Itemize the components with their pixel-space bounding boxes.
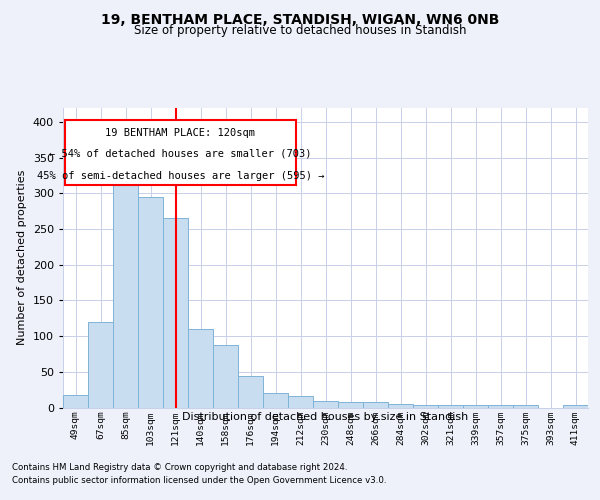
- Bar: [238, 376, 263, 408]
- Bar: [438, 404, 463, 407]
- Bar: [363, 402, 388, 407]
- Bar: [513, 406, 538, 407]
- Text: Size of property relative to detached houses in Standish: Size of property relative to detached ho…: [134, 24, 466, 37]
- Bar: [388, 404, 413, 407]
- Text: Contains public sector information licensed under the Open Government Licence v3: Contains public sector information licen…: [12, 476, 386, 485]
- Bar: [488, 404, 513, 407]
- Text: 19, BENTHAM PLACE, STANDISH, WIGAN, WN6 0NB: 19, BENTHAM PLACE, STANDISH, WIGAN, WN6 …: [101, 12, 499, 26]
- Bar: [288, 396, 313, 407]
- Bar: [338, 402, 363, 407]
- Bar: [413, 406, 438, 407]
- Bar: [263, 392, 288, 407]
- Bar: [88, 322, 113, 408]
- Bar: [313, 401, 338, 407]
- Bar: [163, 218, 188, 408]
- Y-axis label: Number of detached properties: Number of detached properties: [17, 170, 27, 345]
- Text: ← 54% of detached houses are smaller (703): ← 54% of detached houses are smaller (70…: [49, 148, 311, 158]
- Text: Contains HM Land Registry data © Crown copyright and database right 2024.: Contains HM Land Registry data © Crown c…: [12, 462, 347, 471]
- Bar: [138, 197, 163, 408]
- Bar: [563, 406, 588, 407]
- Bar: [188, 329, 213, 407]
- Bar: [63, 394, 88, 407]
- Text: 19 BENTHAM PLACE: 120sqm: 19 BENTHAM PLACE: 120sqm: [106, 128, 256, 138]
- Bar: [213, 344, 238, 408]
- Text: 45% of semi-detached houses are larger (595) →: 45% of semi-detached houses are larger (…: [37, 170, 324, 180]
- Text: Distribution of detached houses by size in Standish: Distribution of detached houses by size …: [182, 412, 469, 422]
- Bar: [113, 182, 138, 408]
- Bar: [463, 406, 488, 407]
